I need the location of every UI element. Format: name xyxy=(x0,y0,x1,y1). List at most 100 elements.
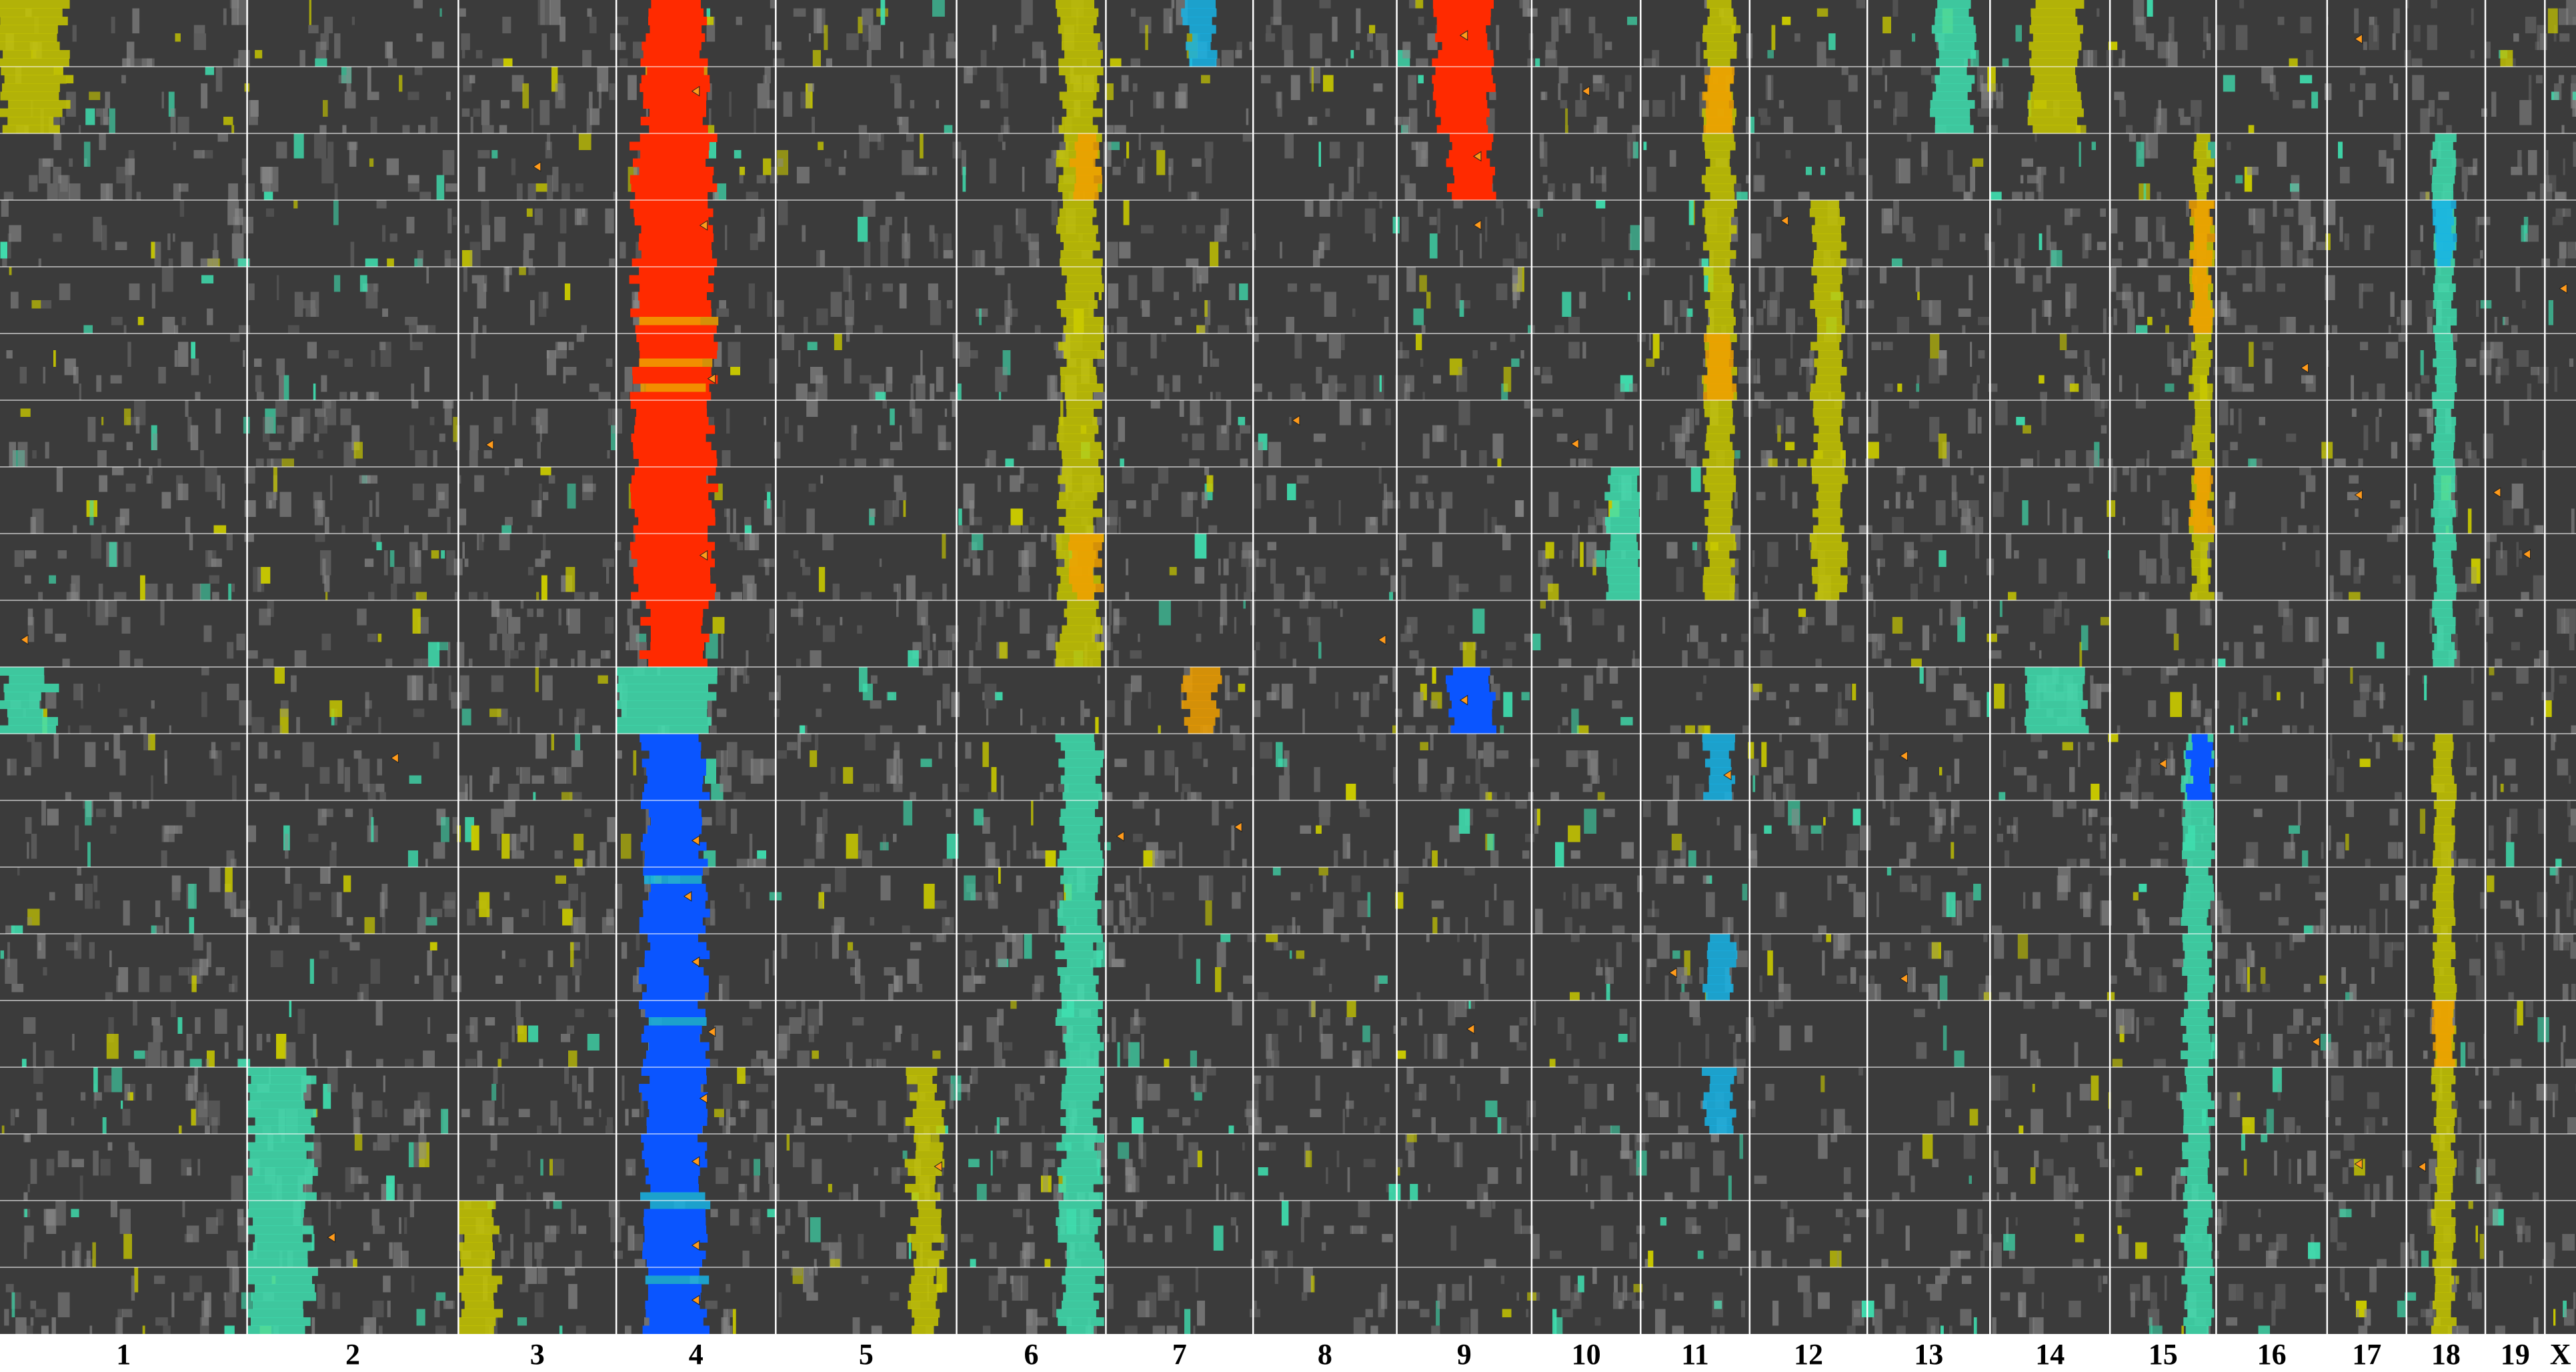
texture-segment xyxy=(1834,125,1842,133)
texture-segment xyxy=(116,975,120,992)
texture-segment xyxy=(2253,208,2265,233)
texture-segment xyxy=(1771,25,1776,50)
texture-segment xyxy=(497,1059,502,1067)
texture-segment xyxy=(1545,41,1556,59)
texture-segment xyxy=(1823,817,1826,826)
texture-segment xyxy=(155,900,161,917)
texture-segment xyxy=(1320,1034,1333,1059)
texture-segment xyxy=(539,425,542,442)
texture-segment xyxy=(1382,500,1388,526)
texture-segment xyxy=(173,825,183,834)
texture-segment xyxy=(1323,908,1334,934)
texture-segment xyxy=(1856,792,1860,800)
texture-segment xyxy=(1276,942,1288,950)
texture-segment xyxy=(1406,617,1418,634)
texture-segment xyxy=(1721,634,1727,642)
texture-segment xyxy=(2112,1059,2123,1067)
texture-segment xyxy=(2471,558,2481,584)
texture-segment xyxy=(1385,408,1391,426)
texture-segment xyxy=(997,475,1002,492)
texture-segment xyxy=(1532,634,1541,650)
texture-segment xyxy=(1324,291,1336,317)
texture-segment xyxy=(414,67,423,75)
texture-segment xyxy=(1996,625,2009,634)
texture-segment xyxy=(2369,934,2379,959)
texture-segment xyxy=(1789,684,1799,692)
texture-segment xyxy=(597,675,608,684)
texture-segment xyxy=(822,808,828,834)
texture-segment xyxy=(980,250,986,267)
texture-segment xyxy=(1181,492,1193,517)
texture-segment xyxy=(1346,1000,1356,1017)
texture-segment xyxy=(1123,200,1130,225)
texture-segment xyxy=(811,1117,822,1126)
texture-segment xyxy=(2331,925,2337,934)
texture-segment xyxy=(903,800,913,826)
texture-segment xyxy=(269,500,272,509)
texture-segment xyxy=(2429,1159,2437,1184)
texture-segment xyxy=(885,217,892,225)
texture-segment xyxy=(826,58,832,67)
texture-segment xyxy=(1618,1034,1628,1043)
texture-segment xyxy=(1282,617,1290,634)
texture-segment xyxy=(974,808,984,826)
texture-segment xyxy=(772,950,777,976)
texture-segment xyxy=(329,850,337,867)
texture-segment xyxy=(511,158,516,175)
texture-segment xyxy=(992,892,996,900)
texture-segment xyxy=(854,425,858,434)
texture-segment xyxy=(1024,934,1032,959)
texture-segment xyxy=(357,608,367,626)
texture-segment xyxy=(2037,167,2047,175)
texture-segment xyxy=(125,158,135,175)
texture-segment xyxy=(1152,484,1158,500)
texture-segment xyxy=(223,8,227,25)
texture-segment xyxy=(609,83,615,100)
texture-segment xyxy=(527,525,533,534)
texture-segment xyxy=(531,417,540,426)
texture-segment xyxy=(1798,608,1806,617)
texture-segment xyxy=(359,984,369,1000)
texture-segment xyxy=(1603,808,1615,817)
texture-segment xyxy=(1370,50,1373,59)
texture-segment xyxy=(2281,517,2287,534)
texture-segment xyxy=(640,1092,644,1117)
texture-segment xyxy=(805,1217,809,1243)
texture-segment xyxy=(1978,350,1985,359)
texture-segment xyxy=(519,1284,529,1293)
texture-segment xyxy=(557,341,567,350)
texture-segment xyxy=(2215,25,2225,50)
texture-segment xyxy=(251,717,265,734)
texture-segment xyxy=(139,1159,151,1184)
texture-segment xyxy=(27,917,32,926)
texture-segment xyxy=(279,708,289,734)
texture-segment xyxy=(2262,341,2274,350)
texture-segment xyxy=(391,584,397,600)
texture-segment xyxy=(2095,1008,2107,1017)
texture-segment xyxy=(1666,775,1672,784)
texture-segment xyxy=(2386,158,2394,183)
texture-segment xyxy=(1290,384,1302,400)
texture-segment xyxy=(1718,1251,1728,1259)
texture-segment xyxy=(1118,517,1121,534)
texture-segment xyxy=(777,750,787,759)
texture-segment xyxy=(817,8,826,33)
texture-segment xyxy=(433,842,445,859)
texture-segment xyxy=(880,725,893,734)
texture-segment xyxy=(49,575,56,584)
texture-segment xyxy=(1484,508,1488,534)
texture-segment xyxy=(539,634,547,650)
texture-segment xyxy=(1938,225,1949,250)
texture-segment xyxy=(2003,1234,2015,1251)
texture-segment xyxy=(1613,892,1622,909)
texture-segment xyxy=(11,925,23,934)
texture-segment xyxy=(583,1117,594,1126)
texture-segment xyxy=(416,33,423,42)
texture-segment xyxy=(2138,291,2145,317)
texture-segment xyxy=(238,50,250,67)
texture-segment xyxy=(128,1142,135,1151)
texture-segment xyxy=(1463,958,1471,976)
texture-segment xyxy=(1140,1142,1147,1167)
texture-segment xyxy=(555,975,568,1000)
texture-segment xyxy=(535,667,539,692)
